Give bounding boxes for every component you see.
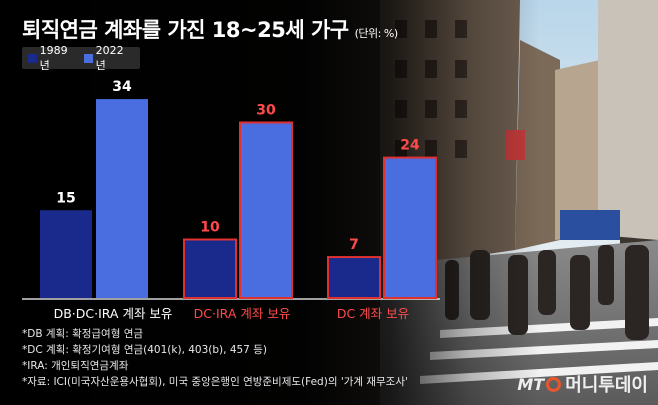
footnotes: *DB 계획: 확정급여형 연금 *DC 계획: 확정기여형 연금(401(k)… [22,326,408,390]
data-label-1989-cat1: 10 [200,220,220,236]
chart-title: 퇴직연금 계좌를 가진 18~25세 가구 (단위: %) [22,18,398,42]
data-label-1989-cat0: 15 [56,190,75,206]
legend-swatch-1989 [28,53,37,63]
logo-name: 머니투데이 [565,375,648,396]
data-label-1989-cat2: 7 [349,237,359,253]
category-label-0: DB·DC·IRA 계좌 보유 [54,306,173,321]
bar-2022-cat2 [383,156,437,299]
footnote-dc: *DC 계획: 확정기여형 연금(401(k), 403(b), 457 등) [22,344,267,356]
logo: MT 머니투데이 [517,371,648,397]
category-label-1: DC·IRA 계좌 보유 [194,306,291,321]
logo-circle-icon [546,376,562,392]
bar-1989-cat2 [327,256,381,299]
data-label-2022-cat0: 34 [112,79,132,95]
unit-label: (단위: %) [354,27,398,40]
bar-2022-cat1 [239,121,293,299]
category-label-2: DC 계좌 보유 [337,306,409,321]
bar-1989-cat1 [183,238,237,299]
legend-swatch-2022 [84,53,93,63]
footnote-source: *자료: ICI(미국자산운용사협회), 미국 중앙은행인 연방준비제도(Fed… [22,376,408,388]
data-label-2022-cat1: 30 [256,103,276,119]
data-label-2022-cat2: 24 [400,138,420,154]
legend-label-2022: 2022년 [95,43,124,72]
bar-1989-cat0 [40,210,92,298]
legend-label-1989: 1989년 [39,43,68,72]
footnote-db: *DB 계획: 확정급여형 연금 [22,328,144,340]
logo-mt: MT [517,374,545,394]
legend-item-2022: 2022년 [84,44,132,73]
footnote-ira: *IRA: 개인퇴직연금계좌 [22,360,129,372]
bar-2022-cat0 [96,99,148,298]
legend-item-1989: 1989년 [28,44,76,73]
legend: 1989년 2022년 [22,44,140,72]
